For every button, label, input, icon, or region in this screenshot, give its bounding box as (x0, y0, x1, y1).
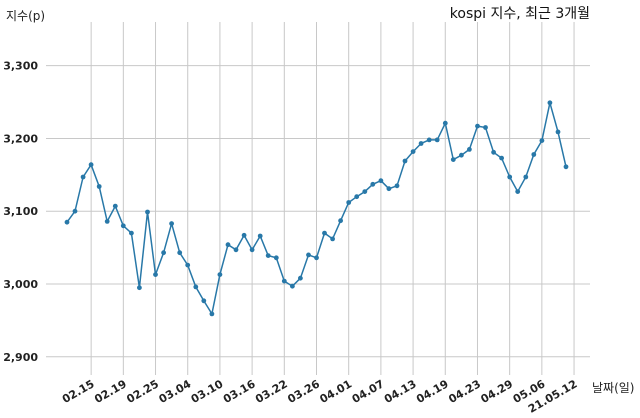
data-point (257, 233, 263, 239)
data-point (499, 155, 504, 161)
data-point (273, 255, 279, 261)
data-point (225, 242, 231, 248)
data-point (193, 284, 199, 290)
data-point (104, 219, 110, 224)
data-point (137, 285, 142, 291)
y-tick-label: 3,000 (3, 278, 38, 291)
data-point (281, 278, 287, 284)
y-tick-label: 3,200 (3, 132, 38, 145)
data-point (217, 272, 223, 277)
y-tick-label: 3,300 (3, 60, 38, 73)
data-point (129, 230, 134, 236)
data-point (233, 247, 239, 253)
data-point (555, 129, 561, 135)
data-point (362, 189, 368, 195)
data-point (450, 157, 456, 163)
y-axis-title: 지수(p) (6, 9, 45, 23)
data-point (185, 262, 191, 268)
data-point (209, 311, 215, 317)
data-point (467, 147, 472, 152)
data-point (290, 283, 295, 289)
data-point (426, 137, 432, 143)
data-point (314, 255, 319, 261)
data-point (378, 178, 384, 184)
data-point (539, 138, 545, 144)
data-point (459, 152, 464, 158)
data-point (402, 158, 408, 164)
data-point (394, 183, 400, 189)
data-point (298, 275, 303, 281)
x-tick-label: 04.29 (479, 377, 516, 406)
data-point (88, 162, 94, 168)
x-tick-label: 02.15 (60, 377, 97, 406)
data-point (515, 189, 521, 195)
data-point (241, 232, 247, 238)
data-point (442, 120, 448, 126)
data-point (161, 250, 167, 256)
data-point (418, 141, 424, 146)
data-point (201, 298, 207, 304)
data-point (80, 174, 86, 180)
data-point (483, 125, 488, 130)
data-point (72, 208, 78, 214)
x-tick-label: 03.04 (157, 377, 194, 406)
data-point (96, 184, 102, 189)
data-point (145, 209, 150, 215)
x-tick-label: 03.10 (189, 377, 226, 406)
data-point (169, 221, 175, 227)
data-point (507, 174, 513, 180)
data-points-layer (64, 100, 569, 317)
data-point (112, 203, 118, 209)
x-tick-label: 03.16 (221, 377, 258, 406)
x-tick-label: 04.19 (414, 377, 451, 406)
x-axis-title: 날짜(일) (592, 381, 634, 395)
data-point (64, 219, 70, 225)
data-point (523, 174, 529, 180)
x-tick-label: 04.07 (350, 377, 387, 406)
data-point (322, 230, 327, 236)
y-tick-labels: 2,900 3,000 3,100 3,200 3,300 (3, 60, 38, 364)
x-tick-label: 04.13 (382, 377, 419, 406)
data-point (306, 252, 311, 258)
data-point (346, 200, 352, 205)
data-point (531, 152, 537, 157)
data-point (491, 149, 496, 155)
data-point (330, 236, 335, 242)
data-point (563, 164, 569, 170)
x-tick-label: 03.26 (285, 377, 322, 406)
chart-title: kospi 지수, 최근 3개월 (450, 6, 590, 22)
data-point (153, 272, 158, 277)
x-tick-labels: 02.1502.1902.2503.0403.1003.1603.2203.26… (60, 377, 580, 416)
data-point (410, 149, 416, 155)
y-tick-label: 3,100 (3, 205, 38, 218)
data-point (265, 253, 271, 258)
grid-layer (46, 22, 590, 375)
data-point (338, 218, 343, 224)
data-point (547, 100, 553, 106)
data-point (386, 186, 392, 192)
data-point (475, 123, 480, 129)
x-tick-label: 02.25 (124, 377, 161, 406)
data-point (354, 194, 360, 200)
data-point (249, 247, 255, 253)
data-point (120, 223, 126, 229)
x-tick-label: 04.01 (318, 377, 355, 406)
data-point (434, 137, 440, 143)
data-point (177, 250, 183, 256)
x-tick-label: 04.23 (446, 377, 483, 406)
x-tick-label: 03.22 (253, 377, 290, 406)
y-tick-label: 2,900 (3, 351, 38, 364)
x-tick-label: 02.19 (92, 377, 129, 406)
data-point (370, 181, 376, 187)
